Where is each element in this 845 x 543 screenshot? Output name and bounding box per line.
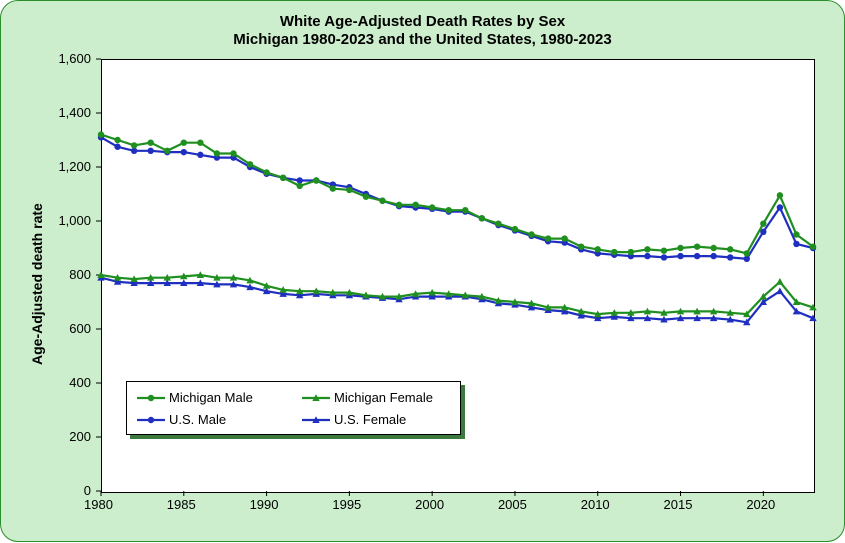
legend-label: Michigan Female bbox=[334, 390, 433, 405]
x-tick-label: 2015 bbox=[664, 497, 693, 512]
y-tick-label: 1,400 bbox=[58, 105, 91, 120]
x-tick-label: 1995 bbox=[332, 497, 361, 512]
legend-item-mi-female: Michigan Female bbox=[302, 390, 433, 405]
y-tick-label: 600 bbox=[69, 321, 91, 336]
y-tick-label: 1,000 bbox=[58, 213, 91, 228]
x-tick-label: 1990 bbox=[250, 497, 279, 512]
legend-item-us-male: U.S. Male bbox=[137, 412, 226, 427]
legend-label: U.S. Male bbox=[169, 412, 226, 427]
x-tick-label: 1980 bbox=[84, 497, 113, 512]
legend-label: U.S. Female bbox=[334, 412, 406, 427]
x-tick-label: 2000 bbox=[415, 497, 444, 512]
x-tick-label: 1985 bbox=[167, 497, 196, 512]
y-tick-label: 1,600 bbox=[58, 51, 91, 66]
legend-item-us-female: U.S. Female bbox=[302, 412, 406, 427]
chart-svg bbox=[1, 1, 845, 543]
y-tick-label: 0 bbox=[84, 483, 91, 498]
y-tick-label: 400 bbox=[69, 375, 91, 390]
x-tick-label: 2005 bbox=[498, 497, 527, 512]
y-tick-label: 800 bbox=[69, 267, 91, 282]
y-tick-label: 200 bbox=[69, 429, 91, 444]
legend-item-mi-male: Michigan Male bbox=[137, 390, 253, 405]
legend-box: Michigan Male Michigan Female U.S. Male U.S… bbox=[126, 381, 461, 435]
y-tick-label: 1,200 bbox=[58, 159, 91, 174]
legend-label: Michigan Male bbox=[169, 390, 253, 405]
chart-card: White Age-Adjusted Death Rates by Sex Mi… bbox=[0, 0, 845, 542]
x-tick-label: 2010 bbox=[581, 497, 610, 512]
x-tick-label: 2020 bbox=[746, 497, 775, 512]
